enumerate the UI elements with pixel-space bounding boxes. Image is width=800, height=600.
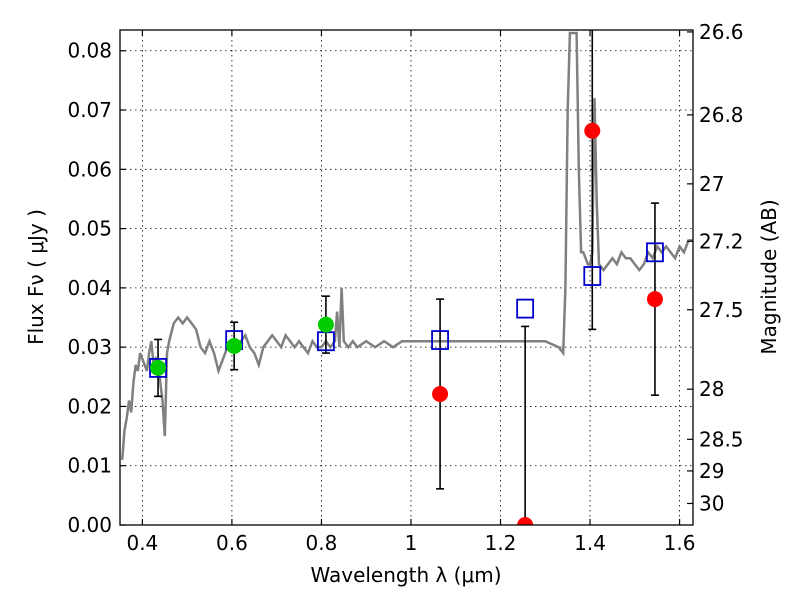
measurement-marker (646, 291, 663, 308)
x-tick-label: 0.6 (216, 531, 248, 555)
right-axis-label: Magnitude (AB) (757, 199, 781, 354)
right-tick-label: 30 (699, 491, 724, 515)
measurement-marker (150, 359, 167, 376)
axis-layer: 0.4 0.6 0.8 1 1.2 1.4 1.6 0.00 0.01 0.02 0.03 0.04 0… (67, 20, 743, 555)
y-tick-label: 0.06 (67, 157, 112, 181)
x-tick-label: 0.4 (126, 531, 158, 555)
y-tick-label: 0.05 (67, 217, 112, 241)
measurement-marker (226, 337, 243, 354)
right-tick-label: 28.5 (699, 427, 744, 451)
x-axis-label: Wavelength λ (μm) (310, 563, 501, 587)
measurement-marker (517, 517, 534, 525)
y-axis-label: Flux Fν ( μJy ) (24, 209, 48, 345)
x-tick-label: 1.4 (574, 531, 606, 555)
right-tick-label: 29 (699, 459, 724, 483)
right-tick-label: 26.6 (699, 20, 744, 44)
measurement-marker (317, 316, 334, 333)
right-tick-label: 27.5 (699, 298, 744, 322)
right-tick-label: 27 (699, 172, 724, 196)
x-tick-label: 0.8 (306, 531, 338, 555)
plot-frame (119, 29, 694, 526)
x-tick-label: 1.6 (664, 531, 696, 555)
x-tick-label: 1.2 (485, 531, 517, 555)
measurement-marker (432, 385, 449, 402)
y-tick-label: 0.08 (67, 39, 112, 63)
grid-layer (120, 30, 693, 526)
model-photometry-marker (583, 266, 602, 286)
y-tick-label: 0.02 (67, 394, 112, 418)
spectrum-line (120, 31, 693, 460)
y-tick-label: 0.01 (67, 454, 112, 478)
y-tick-label: 0.04 (67, 276, 112, 300)
model-photometry-marker (431, 330, 449, 350)
x-tick-label: 1 (405, 531, 418, 555)
data-layer (120, 30, 693, 525)
y-tick-label: 0.03 (67, 335, 112, 359)
right-tick-label: 26.8 (699, 103, 744, 127)
y-tick-label: 0.07 (67, 98, 112, 122)
right-tick-label: 28 (699, 377, 724, 401)
right-tick-label: 27.2 (699, 229, 744, 253)
model-photometry-marker (646, 242, 664, 263)
model-photometry-marker (516, 298, 535, 319)
y-tick-label: 0.00 (67, 513, 112, 537)
measurement-marker (584, 122, 601, 139)
